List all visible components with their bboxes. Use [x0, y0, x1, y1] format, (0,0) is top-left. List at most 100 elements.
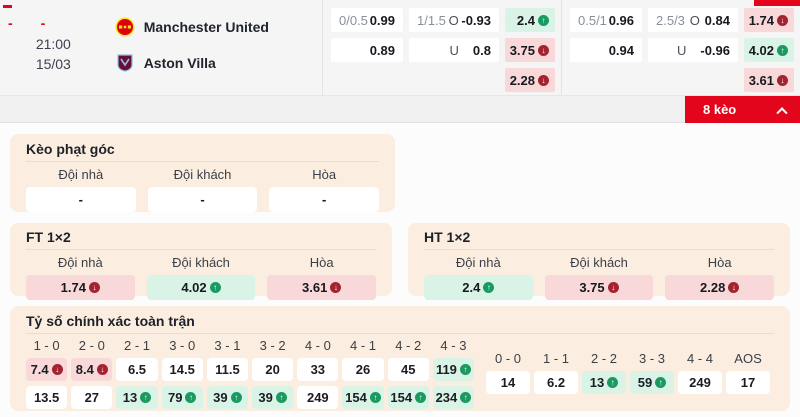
score-odds-cell[interactable]: 11.5↑↓: [206, 358, 249, 381]
score-odds-cell[interactable]: 154↑↓: [387, 386, 429, 409]
ht-away-odds: 3.75: [579, 280, 605, 295]
teams-block[interactable]: Manchester United Aston Villa: [107, 0, 322, 95]
score-odds-cell[interactable]: 13↑↓: [582, 371, 627, 394]
ht-card-title: HT 1×2: [424, 230, 774, 250]
trend-down-icon: ↓: [777, 14, 788, 26]
g2-x2-draw-cell[interactable]: 3.61 ↑↓: [744, 68, 794, 92]
odds-value: 154: [390, 390, 413, 405]
g2-over-cell[interactable]: 2.5/3 O 0.84: [648, 8, 738, 32]
score-odds-cell[interactable]: 249↑↓: [678, 371, 723, 394]
odds-value: 27: [84, 390, 100, 405]
draw-score-group: 0 - 0 14↑↓ 1 - 1 6.2↑↓ 2 - 2 13↑↓ 3 - 3 …: [486, 352, 774, 394]
trend-up-icon: ↑: [460, 392, 472, 403]
cropped-red-fragment-right: [754, 0, 800, 6]
score-odds-cell[interactable]: 14.5↑↓: [161, 358, 203, 381]
score-odds-cell[interactable]: 39↑↓: [206, 386, 249, 409]
ft-home-odds-cell[interactable]: 1.74 ↑↓: [26, 275, 135, 300]
manchester-united-crest-icon: [115, 17, 135, 37]
g2-handicap-away-cell[interactable]: 0.94: [570, 38, 642, 62]
score-odds-cell[interactable]: 14↑↓: [486, 371, 531, 394]
score-odds-cell[interactable]: 45↑↓: [387, 358, 429, 381]
ht-home-odds-cell[interactable]: 2.4 ↑↓: [424, 275, 533, 300]
away-team-name: Aston Villa: [143, 55, 216, 71]
g1-handicap-home-cell[interactable]: 0/0.5 0.99: [331, 8, 403, 32]
g2-under-label: U: [676, 42, 687, 58]
away-team-row[interactable]: Aston Villa: [107, 48, 322, 78]
odds-value: 33: [310, 362, 326, 377]
score-odds-cell[interactable]: 79↑↓: [161, 386, 203, 409]
ht-draw-odds-cell[interactable]: 2.28 ↑↓: [665, 275, 775, 300]
g2-under-odds: -0.96: [700, 42, 730, 58]
trend-up-icon: ↑: [538, 14, 549, 26]
trend-up-icon: ↑: [275, 392, 287, 403]
g2-under-cell[interactable]: U -0.96: [648, 38, 738, 62]
g1-x2-away-cell[interactable]: 3.75 ↑↓: [505, 38, 555, 62]
content-area: Kèo phạt góc Đội nhà - Đội khách - Hòa -: [0, 123, 800, 411]
draw-header: Hòa: [312, 167, 337, 182]
corner-away-odds-cell[interactable]: -: [147, 187, 258, 212]
g1-handicap-line: 0/0.5: [339, 12, 368, 28]
score-odds-cell[interactable]: 7.4↑↓: [26, 358, 68, 381]
ft-home-odds: 1.74: [60, 280, 86, 295]
odds-group-2: 0.5/1 0.96 2.5/3 O 0.84 1.74 ↑↓ 0.94 U -…: [561, 0, 800, 95]
ht-away-odds-cell[interactable]: 3.75 ↑↓: [544, 275, 654, 300]
score-odds-cell[interactable]: 119↑↓: [432, 358, 475, 381]
ft-draw-odds-cell[interactable]: 3.61 ↑↓: [267, 275, 377, 300]
score-odds-cell[interactable]: 39↑↓: [252, 386, 294, 409]
score-odds-cell[interactable]: 249↑↓: [297, 386, 339, 409]
trend-up-icon: ↑: [655, 377, 667, 388]
g2-x2-home-odds: 1.74: [748, 12, 774, 28]
score-label: 3 - 2: [259, 338, 286, 353]
g1-x2-home-odds: 2.4: [516, 12, 535, 28]
score-column-0-0: 0 - 0 14↑↓: [486, 352, 531, 394]
corner-away-col: Đội khách -: [147, 167, 258, 212]
score-odds-cell[interactable]: 154↑↓: [342, 386, 384, 409]
draw-header: Hòa: [309, 255, 334, 270]
g1-over-cell[interactable]: 1/1.5 O -0.93: [409, 8, 499, 32]
odds-value: 26: [355, 362, 371, 377]
odds-value: 119: [435, 362, 457, 377]
score-odds-cell[interactable]: 26↑↓: [342, 358, 384, 381]
score-odds-cell[interactable]: 27↑↓: [71, 386, 113, 409]
g2-handicap-home-cell[interactable]: 0.5/1 0.96: [570, 8, 642, 32]
score-label: 4 - 3: [440, 338, 467, 353]
odds-value: 17: [740, 375, 756, 390]
score-odds-cell[interactable]: 13.5↑↓: [26, 386, 68, 409]
odds-value: 13.5: [33, 390, 60, 405]
score-column-4-4: 4 - 4 249↑↓: [678, 352, 723, 394]
score-odds-cell[interactable]: 59↑↓: [630, 371, 675, 394]
match-meta: - - 21:00 15/03: [0, 0, 107, 95]
match-row[interactable]: - - 21:00 15/03 Manchester United Aston …: [0, 0, 800, 96]
score-odds-cell[interactable]: 17↑↓: [726, 371, 771, 394]
score-odds-cell[interactable]: 33↑↓: [297, 358, 339, 381]
g1-handicap-away-cell[interactable]: 0.89: [331, 38, 403, 62]
g2-x2-away-odds: 4.02: [748, 42, 774, 58]
score-odds-cell[interactable]: 234↑↓: [432, 386, 475, 409]
g1-x2-home-cell[interactable]: 2.4 ↑↓: [505, 8, 555, 32]
score-column-2-0: 2 - 0 8.4↑↓ 27↑↓: [71, 339, 113, 409]
match-time: 21:00: [35, 36, 71, 52]
odds-count-button[interactable]: 8 kèo: [685, 96, 800, 123]
score-odds-cell[interactable]: 13↑↓: [116, 386, 158, 409]
ft-away-odds-cell[interactable]: 4.02 ↑↓: [146, 275, 256, 300]
g2-ou-line: 2.5/3: [656, 12, 685, 28]
g1-x2-away-odds: 3.75: [509, 42, 535, 58]
g1-under-cell[interactable]: U 0.8: [409, 38, 499, 62]
home-team-row[interactable]: Manchester United: [107, 12, 322, 42]
g1-x2-draw-cell[interactable]: 2.28 ↑↓: [505, 68, 555, 92]
correct-score-title: Tỷ số chính xác toàn trận: [26, 314, 774, 334]
corner-home-odds-cell[interactable]: -: [26, 187, 136, 212]
g2-x2-away-cell[interactable]: 4.02 ↑↓: [744, 38, 794, 62]
odds-count-label: 8 kèo: [703, 102, 737, 117]
score-odds-cell[interactable]: 6.5↑↓: [116, 358, 158, 381]
g1-over-label: O: [448, 12, 459, 28]
score-odds-cell[interactable]: 6.2↑↓: [534, 371, 579, 394]
trend-down-icon: ↓: [538, 74, 549, 86]
score-odds-cell[interactable]: 8.4↑↓: [71, 358, 113, 381]
corner-draw-odds-cell[interactable]: -: [269, 187, 380, 212]
score-odds-cell[interactable]: 20↑↓: [252, 358, 294, 381]
trend-down-icon: ↓: [607, 282, 619, 293]
corner-away-odds: -: [200, 192, 205, 207]
g2-x2-home-cell[interactable]: 1.74 ↑↓: [744, 8, 794, 32]
g1-x2-draw-odds: 2.28: [509, 72, 535, 88]
